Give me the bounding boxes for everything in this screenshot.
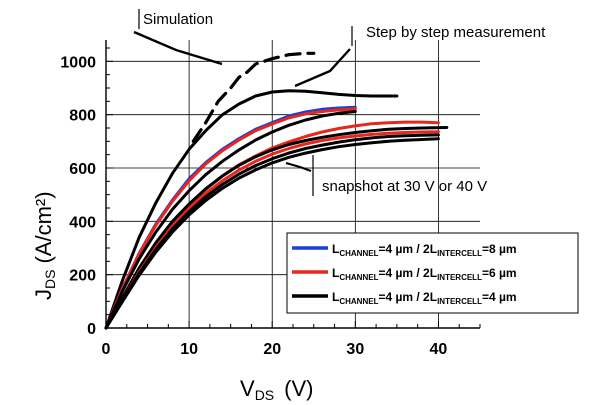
legend-label: LCHANNEL=4 µm / 2LINTERCELL=4 µm [332,290,517,306]
annotation-step-text: Step by step measurement [366,24,546,41]
series-line [104,137,440,330]
y-axis-title-unit: (A/cm²) [31,191,56,263]
x-tick-label: 0 [102,341,111,358]
x-tick-label: 10 [180,341,198,358]
x-axis-title-sub: DS [255,387,274,403]
y-tick-label: 800 [69,108,96,125]
y-axis-title: JDS (A/cm²) [31,191,58,300]
x-axis-title: VDS (V) [240,376,313,403]
y-tick-label: 600 [69,161,96,178]
legend-label: LCHANNEL=4 µm / 2LINTERCELL=6 µm [332,266,517,282]
annotation-simulation: Simulation [133,9,223,66]
x-tick-label: 30 [346,341,364,358]
grid-lines [106,40,480,328]
svg-text:JDS(A/cm²): JDS (A/cm²) [31,191,58,300]
y-tick-label: 200 [69,268,96,285]
annotation-simulation-text: Simulation [143,11,213,28]
x-tick-label: 40 [430,341,448,358]
y-tick-label: 400 [69,214,96,231]
annotation-snapshot-text: snapshot at 30 V or 40 V [322,178,487,195]
x-axis-title-main: V [240,376,255,401]
series-line [104,126,449,330]
y-tick-label: 1000 [60,54,96,71]
y-axis-title-main: J [31,289,56,300]
legend-label: LCHANNEL=4 µm / 2LINTERCELL=8 µm [332,242,517,258]
data-series [104,51,449,330]
series-line [104,107,357,330]
annotation-step: Step by step measurement [294,24,546,88]
svg-text:VDS(V): VDS (V) [240,376,313,403]
x-axis-title-unit: (V) [284,376,313,401]
legend: LCHANNEL=4 µm / 2LINTERCELL=8 µm LCHANNEL… [286,232,579,314]
y-axis-title-sub: DS [42,270,58,289]
legend-box [286,232,579,314]
series-line [191,51,316,143]
series-line [104,89,399,330]
x-tick-label: 20 [263,341,281,358]
y-tick-label: 0 [87,321,96,338]
axes [105,40,481,329]
series-line [104,133,440,330]
annotation-snapshot: snapshot at 30 V or 40 V [285,155,487,196]
series-line [104,110,357,330]
